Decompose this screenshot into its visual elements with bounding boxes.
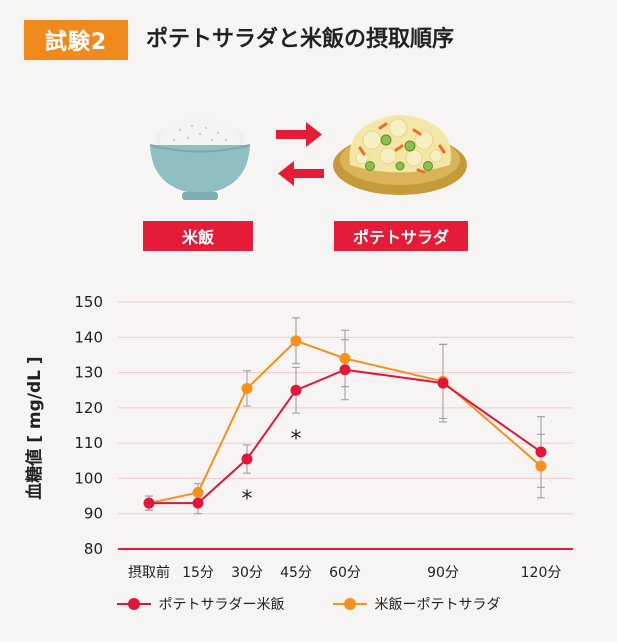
legend-swatch-red — [116, 598, 151, 610]
left-arrow-icon — [278, 161, 324, 186]
y-tick-label: 120 — [74, 399, 103, 417]
potato-salad-icon — [333, 115, 467, 195]
data-point — [192, 497, 204, 509]
data-point — [535, 446, 547, 458]
legend-label-red: ポテトサラダー米飯 — [158, 597, 285, 613]
x-tick-label: 60分 — [329, 565, 361, 581]
legend-label-orange: 米飯ーポテトサラダ — [374, 597, 501, 613]
data-point — [143, 497, 155, 509]
data-point — [535, 460, 547, 472]
x-tick-label: 120分 — [521, 565, 562, 581]
y-tick-label: 110 — [74, 434, 103, 452]
legend-item-red: ポテトサラダー米飯 — [116, 594, 285, 614]
y-tick-label: 80 — [84, 540, 103, 558]
y-tick-label: 90 — [84, 505, 103, 523]
data-point — [241, 453, 253, 465]
y-axis-label: 血糖値 [ mg/dL ] — [24, 356, 45, 499]
y-tick-label: 130 — [74, 364, 103, 382]
chart-legend: ポテトサラダー米飯 米飯ーポテトサラダ — [0, 594, 617, 614]
data-point — [339, 352, 351, 364]
y-tick-label: 150 — [74, 293, 103, 311]
x-tick-label: 30分 — [231, 565, 263, 581]
x-tick-label: 摂取前 — [128, 564, 170, 581]
page-title: ポテトサラダと米飯の摂取順序 — [146, 27, 455, 52]
data-point — [290, 384, 302, 396]
x-tick-label: 15分 — [182, 565, 214, 581]
legend-swatch-orange — [332, 598, 367, 610]
legend-item-orange: 米飯ーポテトサラダ — [332, 594, 501, 614]
rice-label: 米飯 — [143, 221, 253, 251]
data-point — [290, 335, 302, 347]
data-point — [437, 377, 449, 389]
data-point — [339, 364, 351, 376]
y-tick-label: 100 — [74, 469, 103, 487]
x-tick-label: 45分 — [280, 565, 312, 581]
significance-mark: * — [242, 487, 253, 512]
significance-mark: * — [291, 427, 302, 452]
trial-badge: 試験2 — [24, 20, 128, 60]
right-arrow-icon — [276, 122, 322, 147]
potato-salad-label: ポテトサラダ — [334, 221, 468, 251]
data-point — [241, 382, 253, 394]
y-tick-label: 140 — [74, 328, 103, 346]
rice-bowl-icon — [149, 116, 251, 200]
data-point — [192, 487, 204, 499]
x-tick-label: 90分 — [427, 565, 459, 581]
